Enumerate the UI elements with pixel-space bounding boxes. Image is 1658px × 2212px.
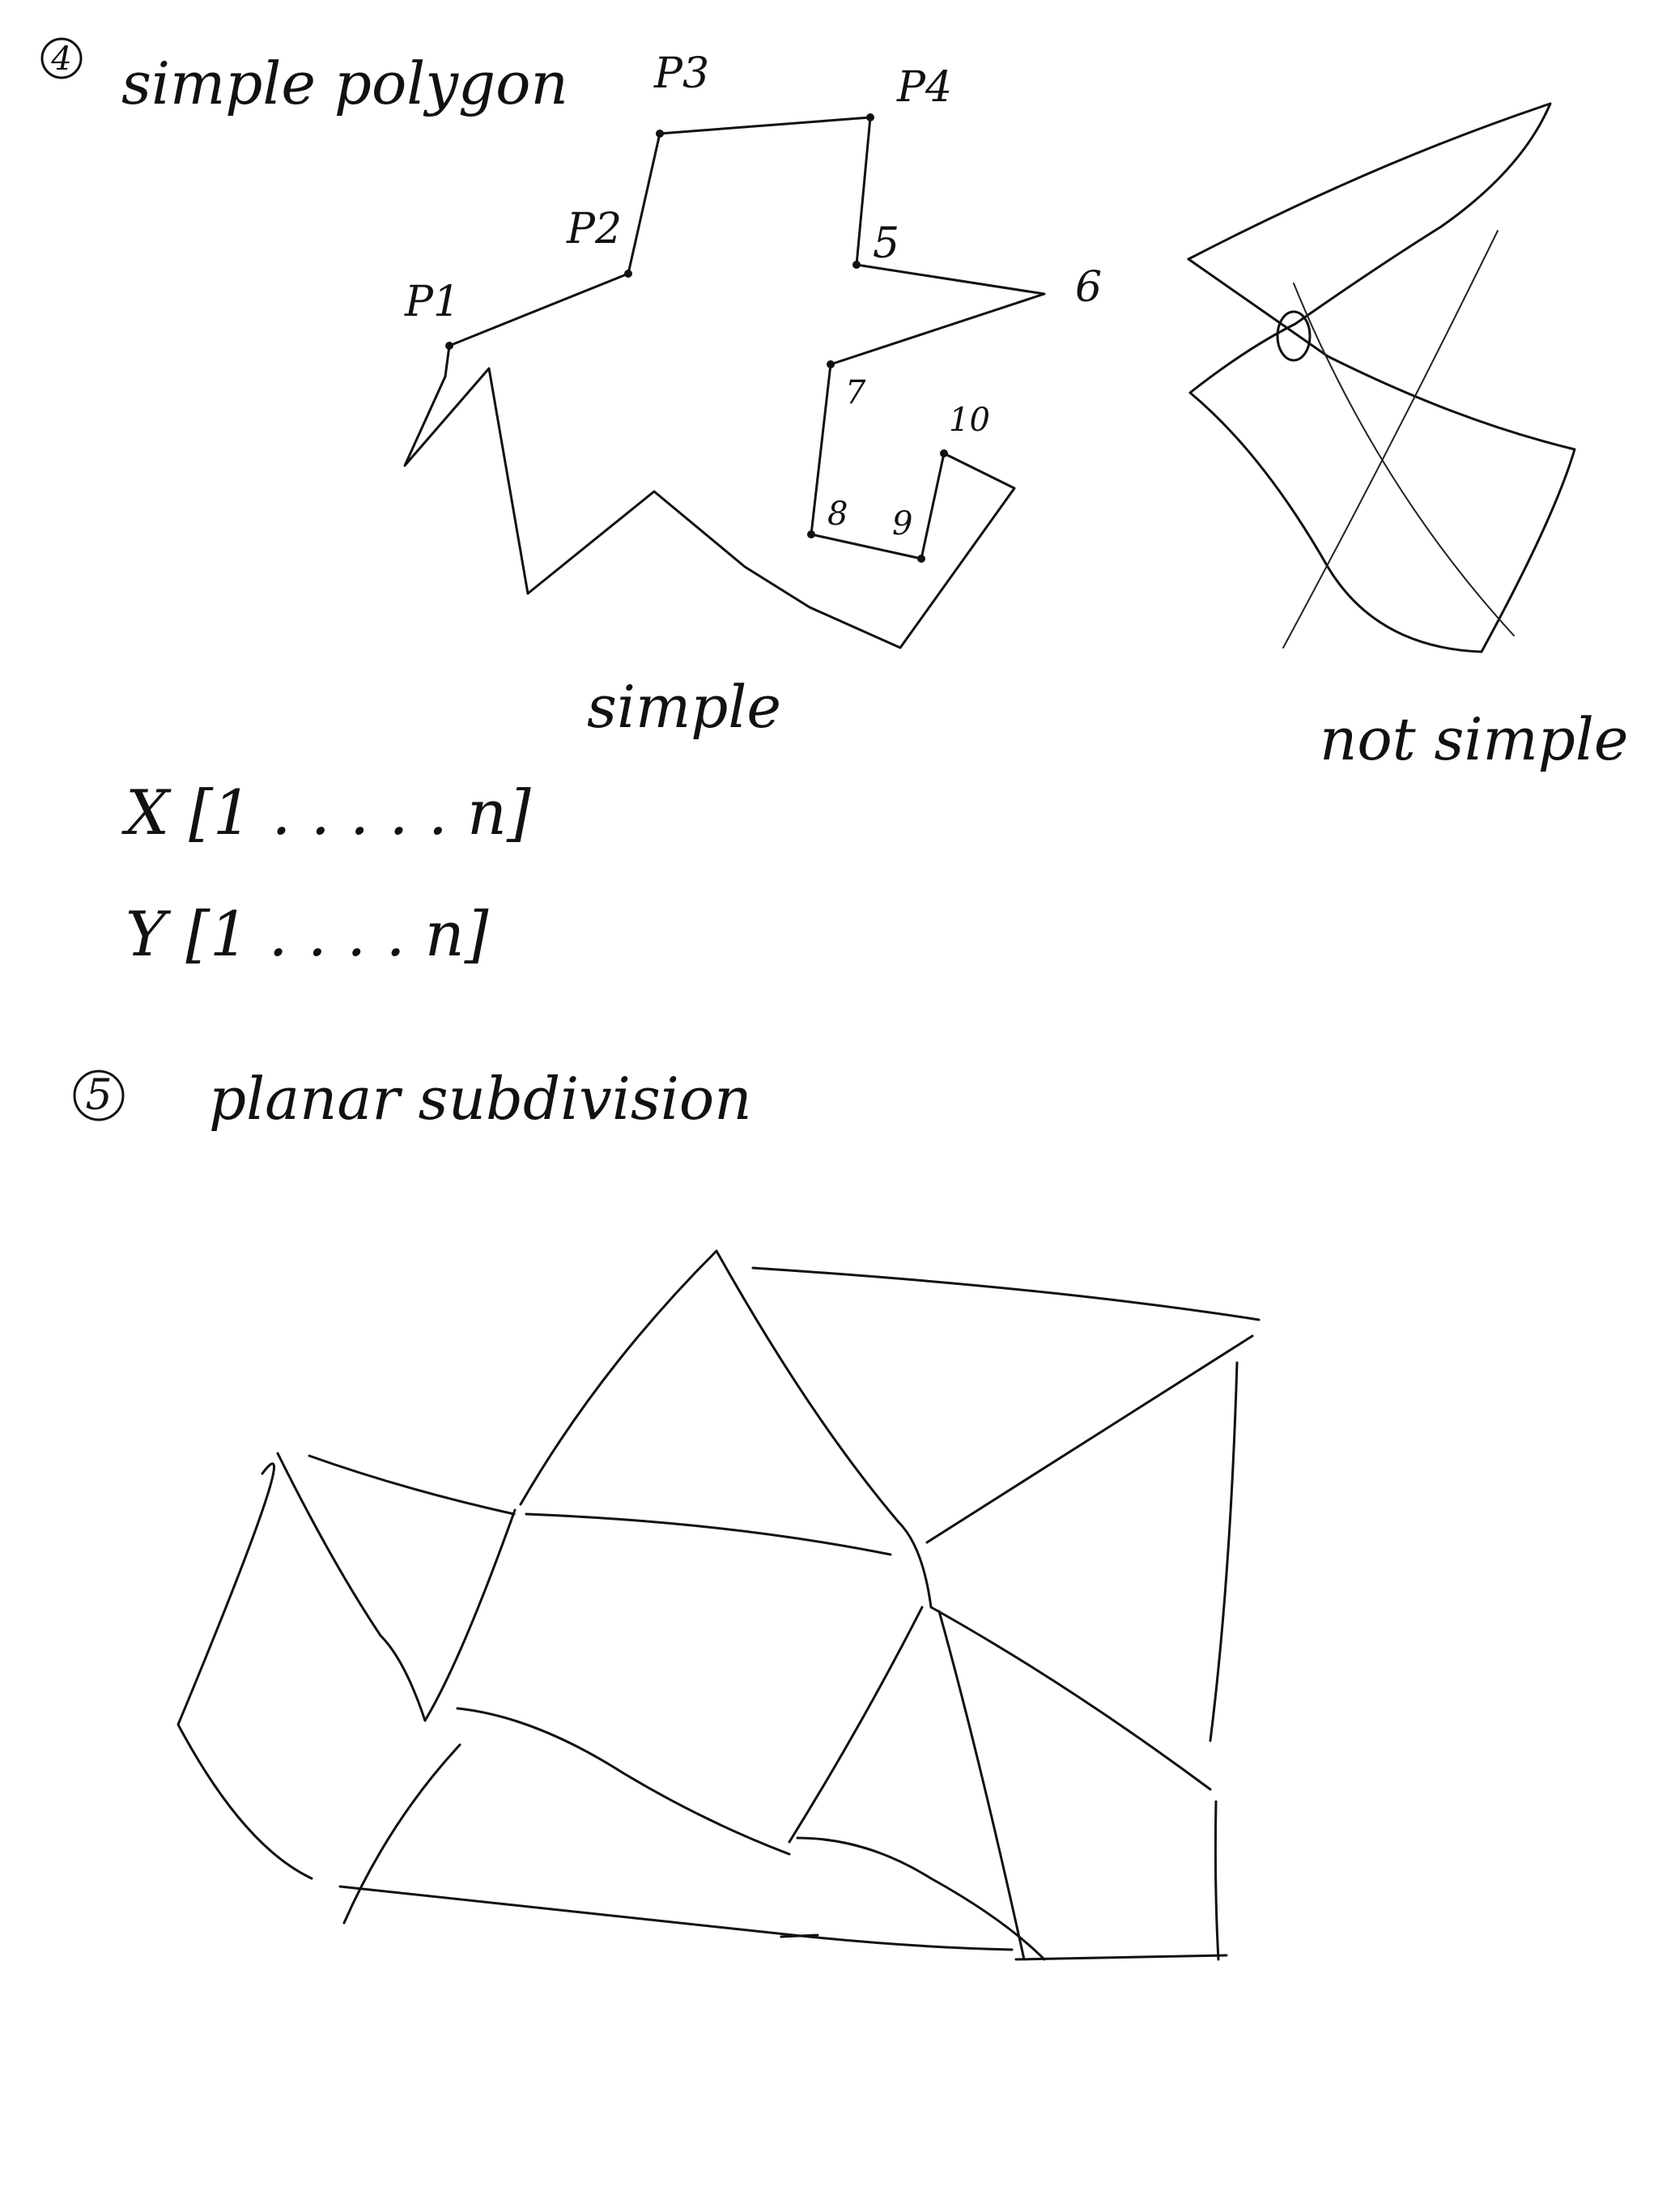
edge: [751, 1266, 1261, 1321]
section-number-circle: [73, 1070, 125, 1121]
edge: [338, 1885, 1014, 1951]
edge: [1214, 1800, 1220, 1961]
section-5-heading: 5 planar subdivision: [73, 1065, 752, 1133]
array-y: Y [1 . . . . n]: [125, 898, 489, 970]
simple-polygon-diagram: P1 P2 P3 P4 5 6 7 8 9 10 simple: [403, 49, 1102, 741]
edge: [929, 1606, 1212, 1791]
construction-line-1: [1293, 283, 1515, 636]
planar-subdivision-diagram: [176, 1249, 1261, 1961]
array-x: X [1 . . . . . n]: [121, 776, 531, 849]
vertex-label-p2: P2: [566, 205, 622, 253]
vertex-label-5: 5: [873, 219, 899, 268]
vertex-label-p3: P3: [653, 49, 709, 98]
not-simple-outline-main: [1187, 225, 1576, 653]
section-4-heading: 4 simple polygon: [40, 37, 568, 117]
edge: [519, 1249, 718, 1506]
edge: [423, 1508, 517, 1722]
edge: [456, 1707, 791, 1856]
edge: [1014, 1954, 1228, 1961]
edge: [715, 1249, 933, 1609]
edge: [937, 1610, 1026, 1961]
vertex-label-9: 9: [892, 505, 912, 542]
caption-not-simple: not simple: [1320, 705, 1629, 773]
edge: [308, 1454, 516, 1516]
edge: [1209, 1361, 1239, 1742]
edge: [925, 1334, 1254, 1544]
array-notation: X [1 . . . . . n] Y [1 . . . . n]: [121, 776, 531, 970]
edge: [176, 1462, 313, 1880]
edge: [796, 1836, 1046, 1961]
simple-polygon-outline: [403, 116, 1046, 649]
section-number: 5: [85, 1071, 112, 1120]
not-simple-polygon-diagram: not simple: [1187, 102, 1629, 773]
section-number: 4: [50, 40, 71, 78]
vertex-label-8: 8: [827, 496, 848, 533]
vertex-label-7: 7: [845, 374, 866, 411]
vertex-dots: [445, 113, 948, 563]
section-title: simple polygon: [121, 49, 568, 117]
edge: [276, 1452, 427, 1722]
vertex-label-10: 10: [949, 402, 990, 439]
not-simple-outline-upper: [1187, 102, 1552, 261]
edge: [525, 1512, 892, 1556]
section-number-circle: [40, 37, 83, 79]
section-title: planar subdivision: [209, 1065, 752, 1133]
intersection-marker-icon: [1276, 310, 1312, 362]
edge: [342, 1743, 461, 1925]
vertex-label-6: 6: [1075, 263, 1102, 312]
edge: [788, 1606, 924, 1844]
vertex-label-p1: P1: [404, 278, 460, 326]
caption-simple: simple: [587, 673, 781, 741]
vertex-label-p4: P4: [896, 63, 952, 112]
edge: [780, 1933, 819, 1938]
construction-line-2: [1282, 230, 1499, 649]
